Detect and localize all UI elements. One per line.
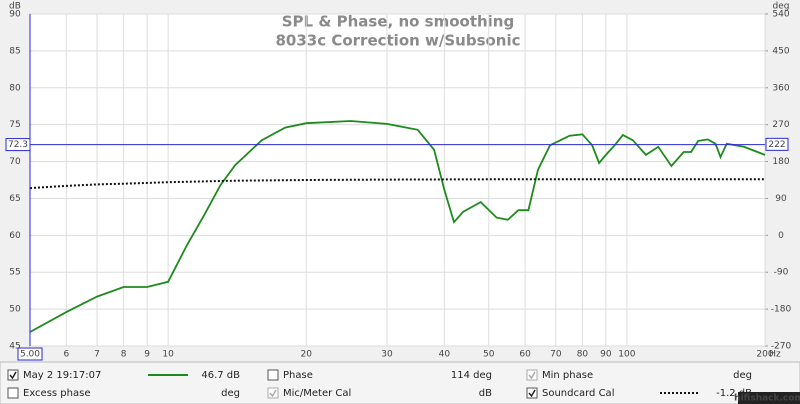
y2-tick-label: 180 xyxy=(772,157,789,167)
checkmark xyxy=(9,371,17,380)
cursor-y2-box xyxy=(765,137,789,151)
y-tick-label: 65 xyxy=(9,194,20,204)
checkbox xyxy=(7,369,19,381)
legend-label: May 2 19:17:07 xyxy=(23,370,101,381)
y2-tick-label: -90 xyxy=(774,268,789,278)
cursor-y2-label: 222 xyxy=(768,140,785,150)
legend-panel xyxy=(0,361,800,404)
x-tick-label: 90 xyxy=(600,350,612,360)
legend-reading: -1.2 dB xyxy=(716,388,752,399)
checkbox xyxy=(526,387,538,399)
y2-unit: deg xyxy=(773,2,790,12)
checkmark xyxy=(528,389,536,398)
checkbox xyxy=(267,369,279,381)
y-unit: dB xyxy=(9,2,21,12)
y-tick-label: 85 xyxy=(9,46,20,56)
checkbox xyxy=(7,387,19,399)
y2-tick-label: 90 xyxy=(775,194,787,204)
legend-label: Phase xyxy=(283,370,313,381)
y-tick-label: 45 xyxy=(9,342,20,352)
x-unit: Hz xyxy=(769,350,781,360)
y2-tick-label: 450 xyxy=(772,46,789,56)
cursor-x-label: 5.00 xyxy=(20,350,40,360)
x-tick-label: 6 xyxy=(63,350,69,360)
cursor-y-box xyxy=(5,138,31,152)
x-tick-label: 30 xyxy=(381,350,393,360)
x-tick-label: 60 xyxy=(519,350,531,360)
y-tick-label: 80 xyxy=(9,83,21,93)
y2-tick-label: -180 xyxy=(771,305,792,315)
cursor-x-box xyxy=(17,347,43,361)
legend-label: Soundcard Cal xyxy=(542,388,614,399)
legend-reading: deg xyxy=(733,370,752,381)
watermark: hifishack.com xyxy=(734,394,800,404)
checkmark xyxy=(528,371,536,380)
series-line xyxy=(29,120,766,333)
legend-reading: dB xyxy=(479,388,492,399)
y2-tick-label: -270 xyxy=(771,342,792,352)
y2-tick-label: 270 xyxy=(772,120,789,130)
watermark-bg xyxy=(738,392,800,404)
subtitle: 8033c Correction w/Subsonic xyxy=(275,32,520,50)
cursor-y-label: 72.3 xyxy=(8,140,28,150)
y2-tick-label: 540 xyxy=(772,10,789,20)
checkbox xyxy=(267,387,279,399)
x-tick-label: 70 xyxy=(550,350,562,360)
legend-label: Excess phase xyxy=(23,388,91,399)
legend-label: Mic/Meter Cal xyxy=(283,388,351,399)
x-tick-label: 200 xyxy=(756,350,773,360)
y-tick-label: 70 xyxy=(9,157,21,167)
checkbox xyxy=(526,369,538,381)
x-tick-label: 20 xyxy=(300,350,312,360)
y-tick-label: 60 xyxy=(9,231,21,241)
x-tick-label: 8 xyxy=(121,350,127,360)
legend-reading: 114 deg xyxy=(451,370,492,381)
y-tick-label: 75 xyxy=(9,120,20,130)
x-tick-label: 100 xyxy=(618,350,635,360)
x-tick-label: 80 xyxy=(577,350,589,360)
y-tick-label: 55 xyxy=(9,268,20,278)
x-tick-label: 50 xyxy=(483,350,495,360)
x-tick-label: 40 xyxy=(439,350,451,360)
x-tick-label: 7 xyxy=(94,350,100,360)
x-tick-label: 10 xyxy=(162,350,174,360)
y-tick-label: 90 xyxy=(9,10,21,20)
checkmark xyxy=(269,389,277,398)
y2-tick-label: 360 xyxy=(772,83,789,93)
legend-reading: 46.7 dB xyxy=(201,370,240,381)
legend-label: Min phase xyxy=(542,370,593,381)
title: SPL & Phase, no smoothing xyxy=(282,13,514,31)
y2-tick-label: 0 xyxy=(778,231,784,241)
series-line xyxy=(29,178,765,190)
legend-reading: deg xyxy=(221,388,240,399)
y-tick-label: 50 xyxy=(9,305,21,315)
x-tick-label: 9 xyxy=(144,350,150,360)
